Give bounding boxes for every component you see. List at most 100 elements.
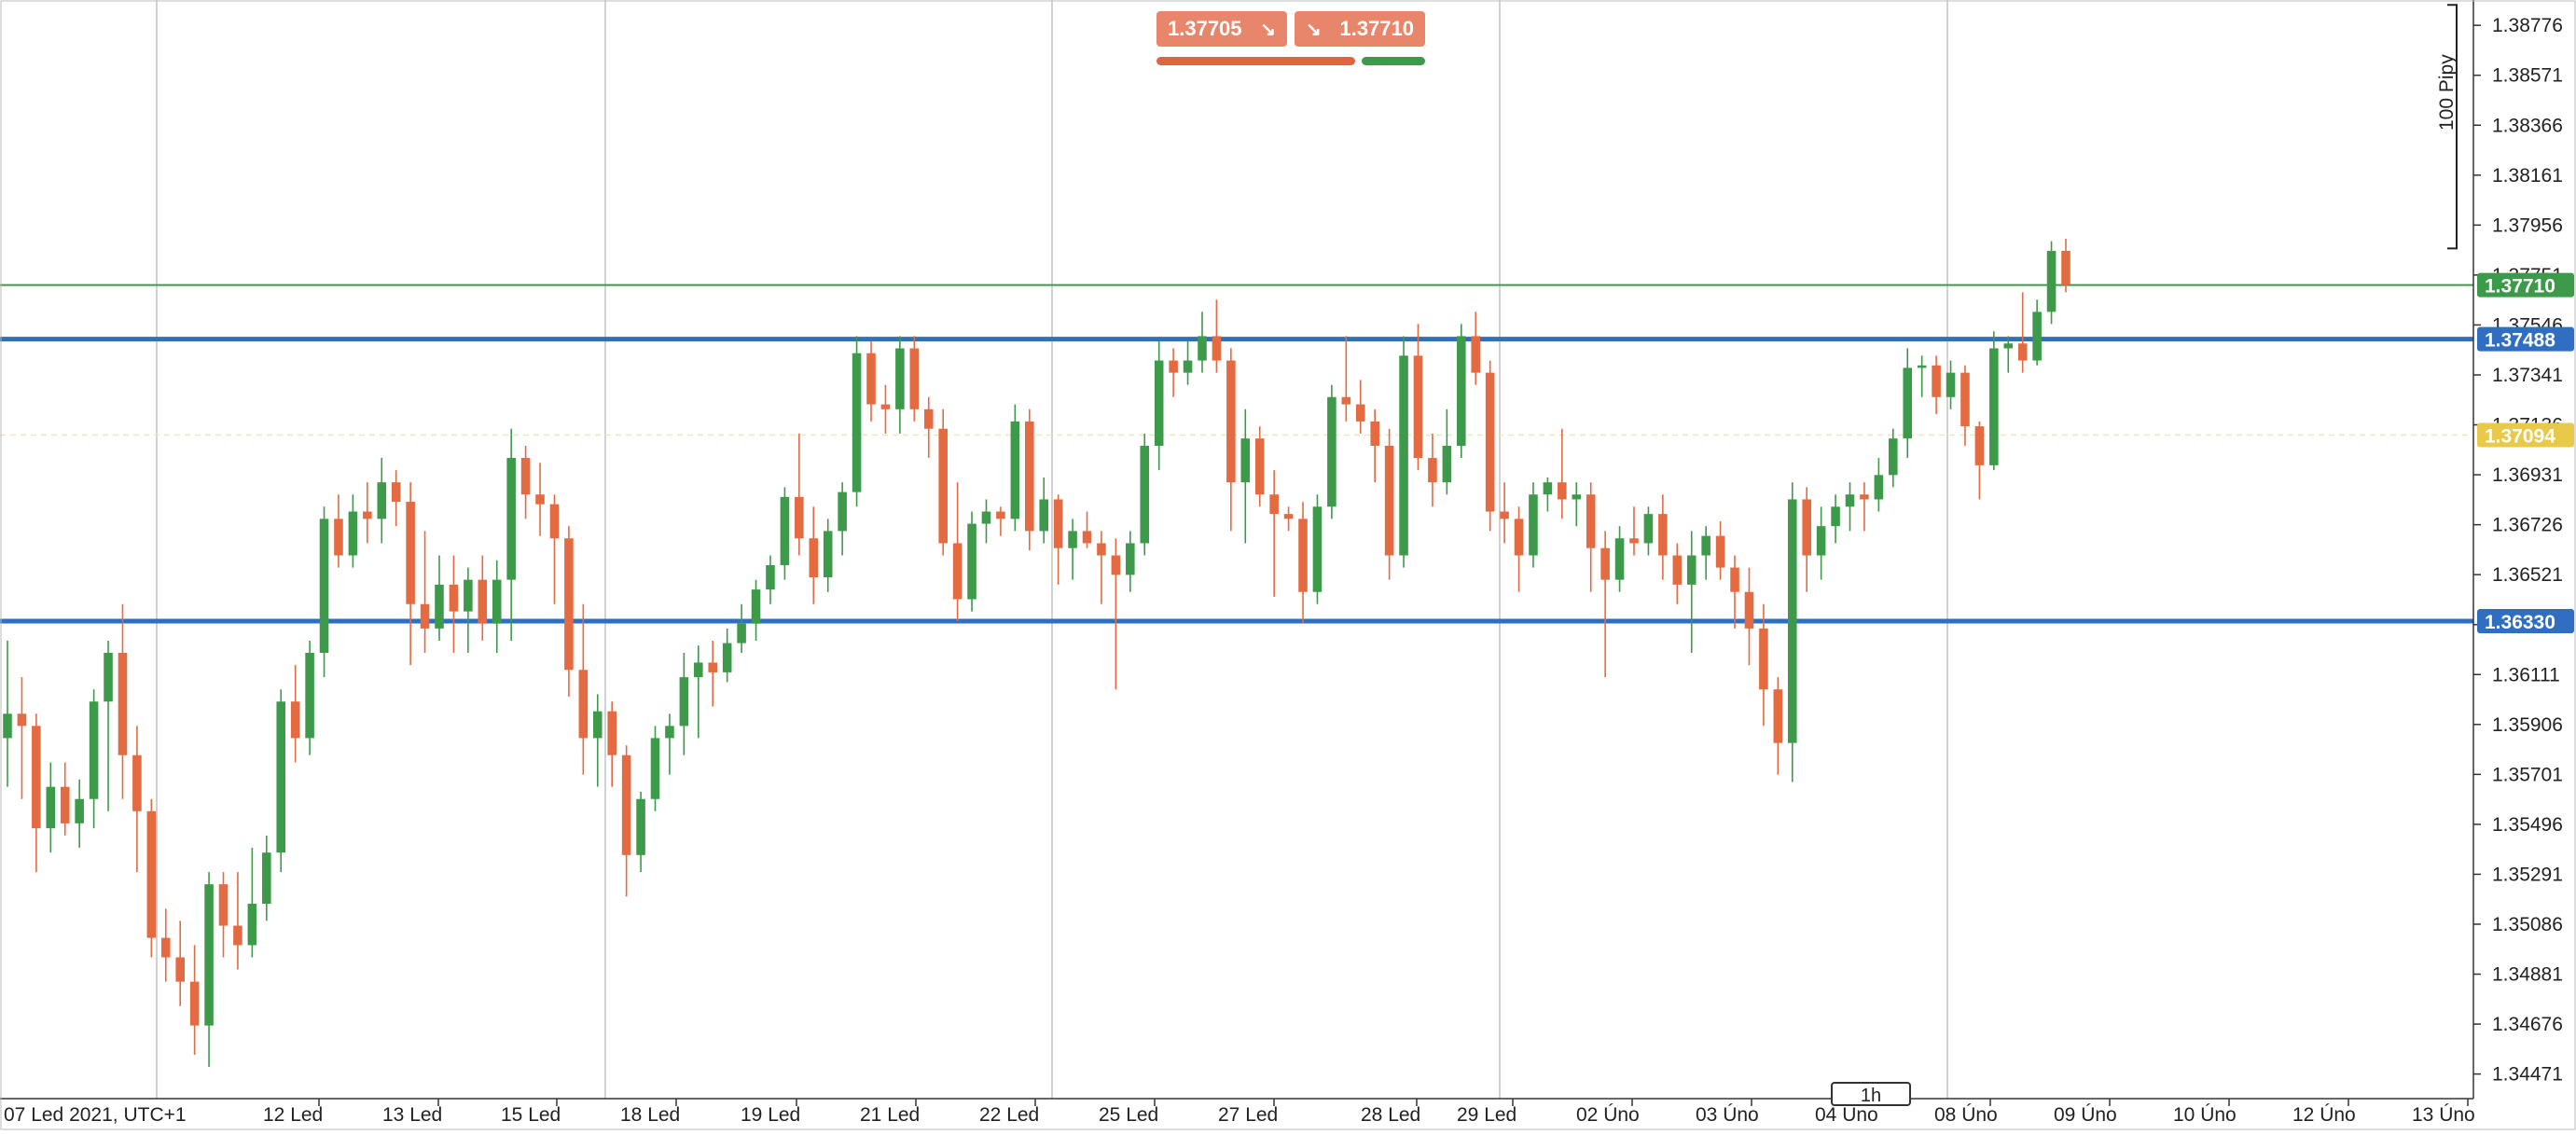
timeframe-selector[interactable]: 1h <box>1831 1082 1911 1106</box>
candle-body <box>60 786 70 824</box>
candle-body <box>1572 494 1582 500</box>
candle <box>492 560 502 654</box>
candle <box>391 470 401 527</box>
candle-body <box>1730 567 1739 592</box>
candle-body <box>1917 365 1927 368</box>
candle-body <box>1831 506 1840 527</box>
candle <box>549 494 560 604</box>
candle <box>32 713 41 873</box>
candle <box>852 336 862 507</box>
price-badges-layer: 1.37710 1.37488 1.36330 1.37094 <box>2477 272 2574 634</box>
candle <box>1485 360 1495 532</box>
candle-body <box>621 754 631 855</box>
candle-body <box>218 884 229 926</box>
candle <box>1773 677 1783 775</box>
candle <box>1860 482 1869 532</box>
candle-body <box>1787 499 1797 743</box>
candle-body <box>1600 547 1610 580</box>
candle <box>435 555 444 641</box>
candle-body <box>866 353 876 405</box>
candle <box>1140 433 1150 556</box>
y-tick-label: 1.34881 <box>2492 964 2563 986</box>
candle <box>1312 494 1323 604</box>
candle-body <box>1514 519 1524 556</box>
candle <box>132 726 142 873</box>
candle <box>2061 238 2070 293</box>
candle <box>1889 428 1898 488</box>
x-tick-label: 15 Led <box>501 1104 561 1126</box>
candle <box>1097 531 1106 604</box>
candle-body <box>1355 404 1365 422</box>
candle-body <box>722 643 732 672</box>
candle-body <box>89 701 99 799</box>
x-tick-label: 28 Led <box>1361 1104 1420 1126</box>
current-price-badge: 1.37710 <box>2477 272 2574 298</box>
candle <box>809 506 819 604</box>
candle-body <box>520 458 531 495</box>
sell-button[interactable]: 1.37705 ↘ <box>1156 11 1287 47</box>
x-tick-label: 13 Úno <box>2412 1104 2475 1126</box>
y-tick-label: 1.36726 <box>2492 515 2563 536</box>
candle-body <box>1341 396 1351 405</box>
candle <box>981 499 991 544</box>
candle <box>1442 408 1452 495</box>
candle-body <box>549 504 560 539</box>
x-tick-label: 04 Úno <box>1815 1104 1878 1126</box>
candle-body <box>607 711 616 755</box>
candle <box>2032 299 2042 366</box>
candle-body <box>578 670 589 739</box>
sell-arrow-icon: ↘ <box>1260 19 1276 40</box>
candle <box>1010 404 1020 532</box>
candle <box>348 494 358 568</box>
candle-body <box>3 713 12 739</box>
buy-price: 1.37710 <box>1339 17 1414 40</box>
x-tick-label: 07 Led 2021, UTC+1 <box>4 1104 187 1126</box>
candle-body <box>1212 336 1222 361</box>
candle <box>1457 324 1466 459</box>
candle <box>189 945 200 1055</box>
candle <box>146 798 157 958</box>
candle <box>1053 494 1063 585</box>
candle-body <box>751 589 761 624</box>
candle-body <box>160 937 171 958</box>
y-tick-label: 1.35496 <box>2492 814 2563 836</box>
candle <box>118 603 128 799</box>
candle-body <box>708 662 718 672</box>
candle <box>1903 348 1913 459</box>
candle-body <box>17 713 27 727</box>
candle-body <box>506 458 516 580</box>
candle <box>1183 340 1193 385</box>
candle-body <box>1298 519 1308 592</box>
candle <box>1744 567 1754 666</box>
candle <box>1816 506 1826 580</box>
candle <box>1327 384 1336 519</box>
candle-body <box>1082 531 1092 544</box>
candle-body <box>1457 336 1466 446</box>
buy-volume-bar <box>1362 57 1425 65</box>
x-tick-label: 22 Led <box>979 1104 1039 1126</box>
candle-body <box>175 957 185 982</box>
candle <box>247 847 257 958</box>
candle-body <box>1845 494 1855 507</box>
candle <box>1672 543 1683 604</box>
grid-layer <box>156 0 1948 1099</box>
candle-body <box>809 538 819 578</box>
candle-body <box>1889 438 1898 476</box>
candle <box>276 689 286 873</box>
candle <box>679 653 689 755</box>
candle-body <box>2032 311 2042 361</box>
x-tick-label: 03 Úno <box>1696 1104 1759 1126</box>
candle <box>506 428 516 641</box>
candle <box>923 396 934 459</box>
x-tick-label: 09 Úno <box>2054 1104 2117 1126</box>
y-tick-label: 1.35086 <box>2492 914 2563 935</box>
candle-body <box>1312 506 1323 592</box>
candle <box>708 640 718 707</box>
y-tick-label: 1.38776 <box>2492 15 2563 36</box>
candle <box>1874 458 1884 512</box>
candle-body <box>1024 421 1034 532</box>
buy-button[interactable]: ↘ 1.37710 <box>1295 11 1425 47</box>
